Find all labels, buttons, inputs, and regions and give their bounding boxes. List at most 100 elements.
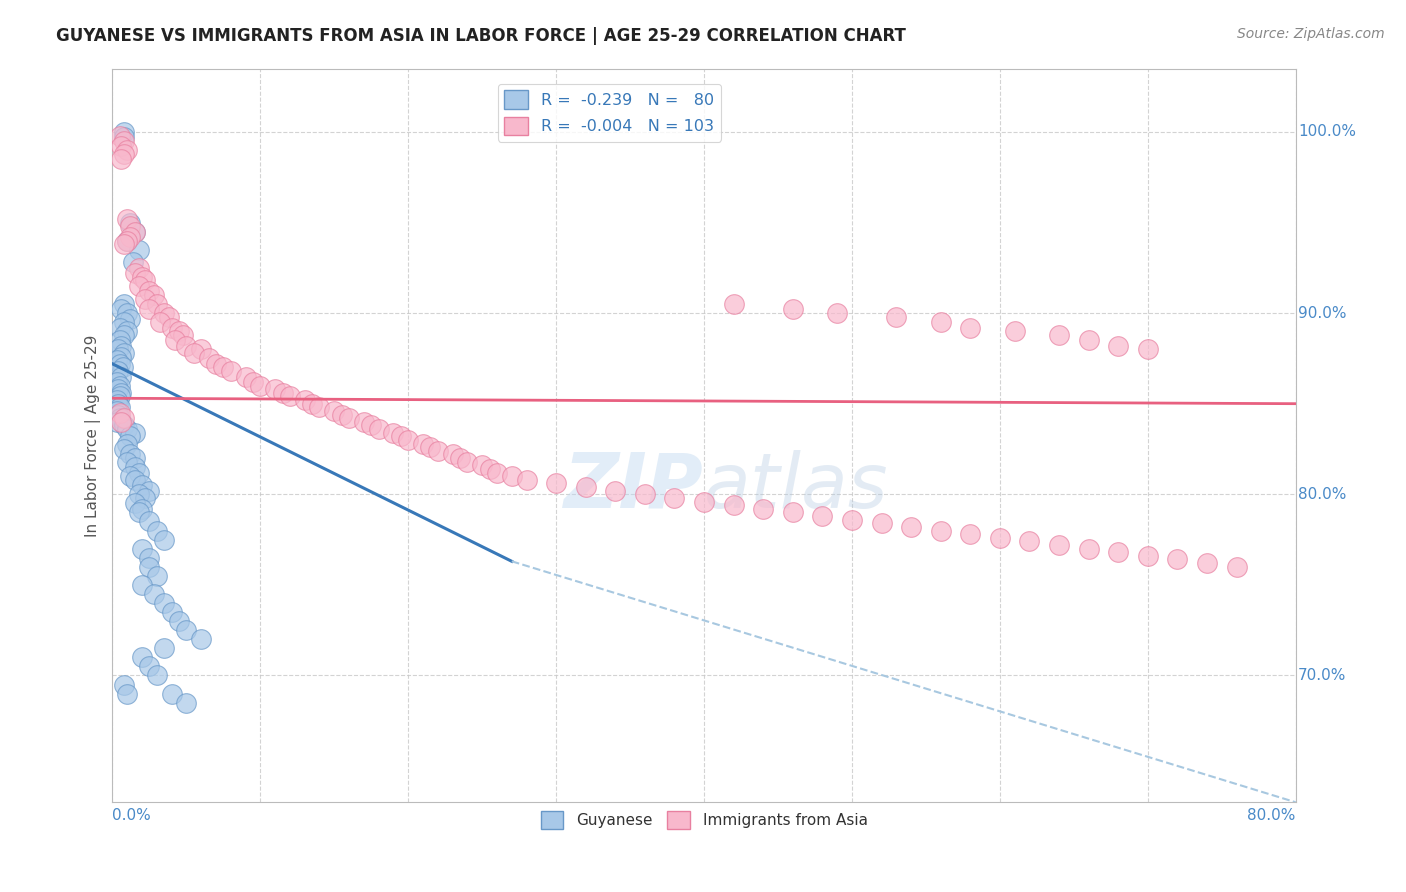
Point (131, 478, 153, 492)
Point (108, 378, 131, 392)
Point (456, 455, 478, 469)
Point (110, 152, 132, 166)
Point (112, 315, 135, 329)
Point (105, 393, 128, 408)
Point (516, 473, 538, 487)
Point (634, 487, 657, 501)
Text: GUYANESE VS IMMIGRANTS FROM ASIA IN LABOR FORCE | AGE 25-29 CORRELATION CHART: GUYANESE VS IMMIGRANTS FROM ASIA IN LABO… (56, 27, 905, 45)
Point (353, 415, 375, 429)
Point (112, 237, 135, 252)
Point (142, 587, 165, 601)
Point (330, 408, 353, 422)
Point (120, 447, 142, 461)
Point (219, 364, 242, 378)
Point (112, 418, 135, 433)
Point (131, 650, 153, 665)
Point (190, 343, 212, 357)
Point (108, 333, 131, 347)
Point (110, 350, 132, 364)
Point (128, 279, 150, 293)
Y-axis label: In Labor Force | Age 25-29: In Labor Force | Age 25-29 (86, 334, 101, 537)
Point (120, 219, 142, 234)
Point (176, 696, 198, 710)
Point (105, 353, 128, 368)
Point (149, 315, 172, 329)
Text: ZIP: ZIP (564, 450, 704, 524)
Point (426, 443, 449, 458)
Point (153, 306, 176, 320)
Point (110, 385, 132, 400)
Text: 90.0%: 90.0% (1298, 306, 1347, 320)
Point (396, 433, 419, 447)
Point (108, 411, 131, 425)
Point (242, 375, 264, 389)
Point (138, 559, 160, 574)
Point (107, 364, 129, 378)
Point (112, 327, 135, 342)
Text: atlas: atlas (704, 450, 889, 524)
Point (1166, 552, 1188, 566)
Point (811, 508, 834, 523)
Point (115, 143, 138, 157)
Point (959, 320, 981, 334)
Point (1047, 327, 1070, 342)
Point (412, 436, 434, 450)
Point (575, 480, 598, 494)
Point (105, 375, 128, 389)
Point (153, 533, 176, 547)
Point (122, 255, 145, 269)
Point (112, 134, 135, 148)
Point (110, 339, 132, 353)
Point (160, 687, 183, 701)
Point (112, 411, 135, 425)
Point (108, 320, 131, 334)
Point (115, 211, 138, 226)
Point (108, 389, 131, 403)
Point (884, 310, 907, 324)
Point (120, 230, 142, 244)
Point (929, 315, 952, 329)
Point (160, 605, 183, 619)
Point (478, 462, 501, 476)
Point (112, 677, 135, 691)
Point (183, 346, 205, 360)
Point (153, 596, 176, 610)
Point (278, 389, 301, 403)
Point (782, 505, 804, 519)
Point (108, 357, 131, 371)
Text: 80.0%: 80.0% (1298, 487, 1347, 502)
Point (115, 687, 138, 701)
Point (124, 496, 146, 510)
Point (124, 460, 146, 475)
Point (249, 378, 271, 392)
Point (112, 125, 135, 139)
Point (120, 311, 142, 326)
Point (723, 498, 745, 512)
Point (752, 501, 775, 516)
Point (115, 324, 138, 338)
Point (197, 351, 219, 366)
Point (120, 215, 142, 229)
Point (115, 234, 138, 248)
Point (870, 516, 893, 531)
Point (120, 429, 142, 443)
Point (1047, 538, 1070, 552)
Point (134, 273, 156, 287)
Point (959, 527, 981, 541)
Point (128, 487, 150, 501)
Point (723, 297, 745, 311)
Point (1195, 556, 1218, 570)
Point (1107, 545, 1129, 559)
Point (1077, 333, 1099, 347)
Point (782, 302, 804, 317)
Point (146, 297, 169, 311)
Point (124, 450, 146, 465)
Point (1004, 324, 1026, 338)
Point (105, 404, 128, 418)
Point (128, 243, 150, 257)
Point (134, 292, 156, 306)
Point (131, 501, 153, 516)
Point (167, 324, 190, 338)
Point (112, 130, 135, 145)
Point (501, 469, 523, 483)
